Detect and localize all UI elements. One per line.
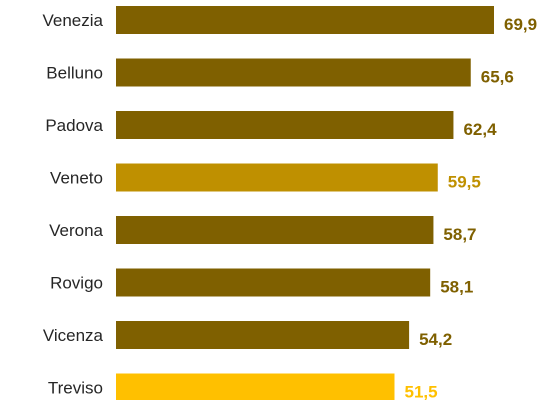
value-label: 69,9 bbox=[504, 15, 537, 34]
category-label: Veneto bbox=[50, 169, 103, 188]
category-label: Vicenza bbox=[43, 326, 104, 345]
category-label: Belluno bbox=[46, 64, 103, 83]
bar-treviso bbox=[116, 373, 395, 400]
bar-belluno bbox=[116, 58, 471, 87]
category-label: Treviso bbox=[48, 379, 103, 398]
category-label: Rovigo bbox=[50, 274, 103, 293]
value-label: 58,7 bbox=[443, 225, 476, 244]
value-label: 54,2 bbox=[419, 330, 452, 349]
value-label: 58,1 bbox=[440, 278, 473, 297]
value-label: 59,5 bbox=[448, 173, 481, 192]
bar-vicenza bbox=[116, 321, 410, 349]
bar-padova bbox=[116, 111, 454, 139]
bar-verona bbox=[116, 216, 434, 244]
value-label: 51,5 bbox=[404, 383, 437, 400]
category-label: Verona bbox=[49, 221, 103, 240]
bar-rovigo bbox=[116, 268, 431, 297]
category-label: Padova bbox=[45, 116, 103, 135]
bar-veneto bbox=[116, 163, 438, 192]
value-label: 62,4 bbox=[463, 120, 497, 139]
category-label: Venezia bbox=[43, 11, 104, 30]
value-label: 65,6 bbox=[481, 68, 514, 87]
bar-venezia bbox=[116, 6, 494, 34]
